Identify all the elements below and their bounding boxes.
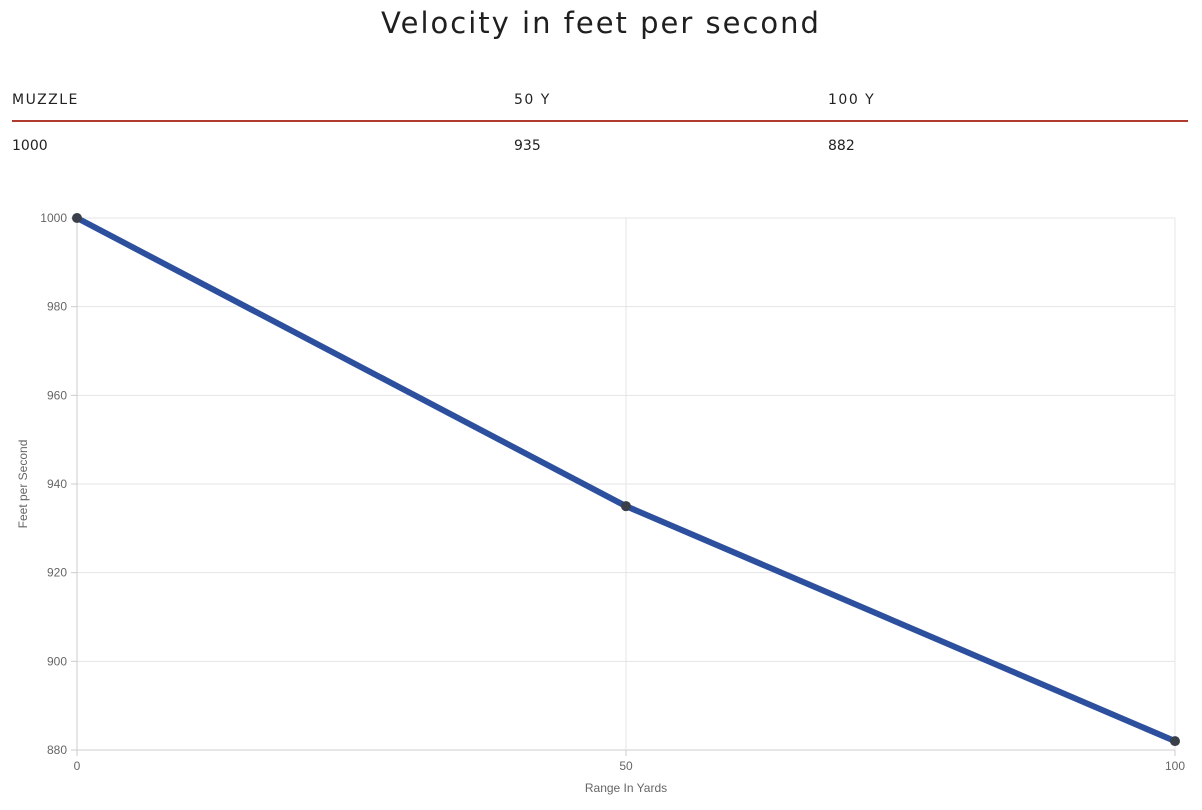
y-tick-label: 960 bbox=[47, 388, 67, 402]
velocity-chart: 880 900 920 940 960 980 1000 0 50 100 Range In Yar… bbox=[0, 196, 1202, 806]
table-row: 1000 935 882 bbox=[12, 121, 1188, 154]
data-point bbox=[1170, 736, 1180, 747]
velocity-table: MUZZLE 50 Y 100 Y 1000 935 882 bbox=[12, 86, 1188, 154]
y-tick-label: 1000 bbox=[40, 211, 67, 225]
data-point bbox=[621, 501, 631, 512]
data-point bbox=[72, 213, 82, 223]
table-header-row: MUZZLE 50 Y 100 Y bbox=[12, 86, 1188, 122]
value-50-yards: 935 bbox=[514, 138, 541, 154]
x-tick-label: 0 bbox=[74, 759, 81, 773]
y-tick-label: 940 bbox=[47, 477, 67, 491]
value-100-yards: 882 bbox=[828, 138, 855, 154]
header-50-yards: 50 Y bbox=[514, 86, 828, 122]
chart-canvas: 880 900 920 940 960 980 1000 0 50 100 Range In Yar… bbox=[16, 211, 1185, 795]
header-100-yards: 100 Y bbox=[828, 86, 1188, 122]
page-title: Velocity in feet per second bbox=[381, 6, 821, 40]
y-tick-label: 900 bbox=[47, 654, 67, 668]
header-muzzle: MUZZLE bbox=[12, 86, 514, 122]
y-tick-label: 880 bbox=[47, 743, 67, 757]
y-tick-label: 980 bbox=[47, 300, 67, 314]
x-axis-label: Range In Yards bbox=[585, 781, 667, 795]
y-axis-label: Feet per Second bbox=[16, 440, 30, 529]
y-tick-label: 920 bbox=[47, 566, 67, 580]
value-muzzle: 1000 bbox=[12, 138, 48, 154]
x-tick-label: 50 bbox=[619, 759, 633, 773]
x-tick-label: 100 bbox=[1165, 759, 1185, 773]
